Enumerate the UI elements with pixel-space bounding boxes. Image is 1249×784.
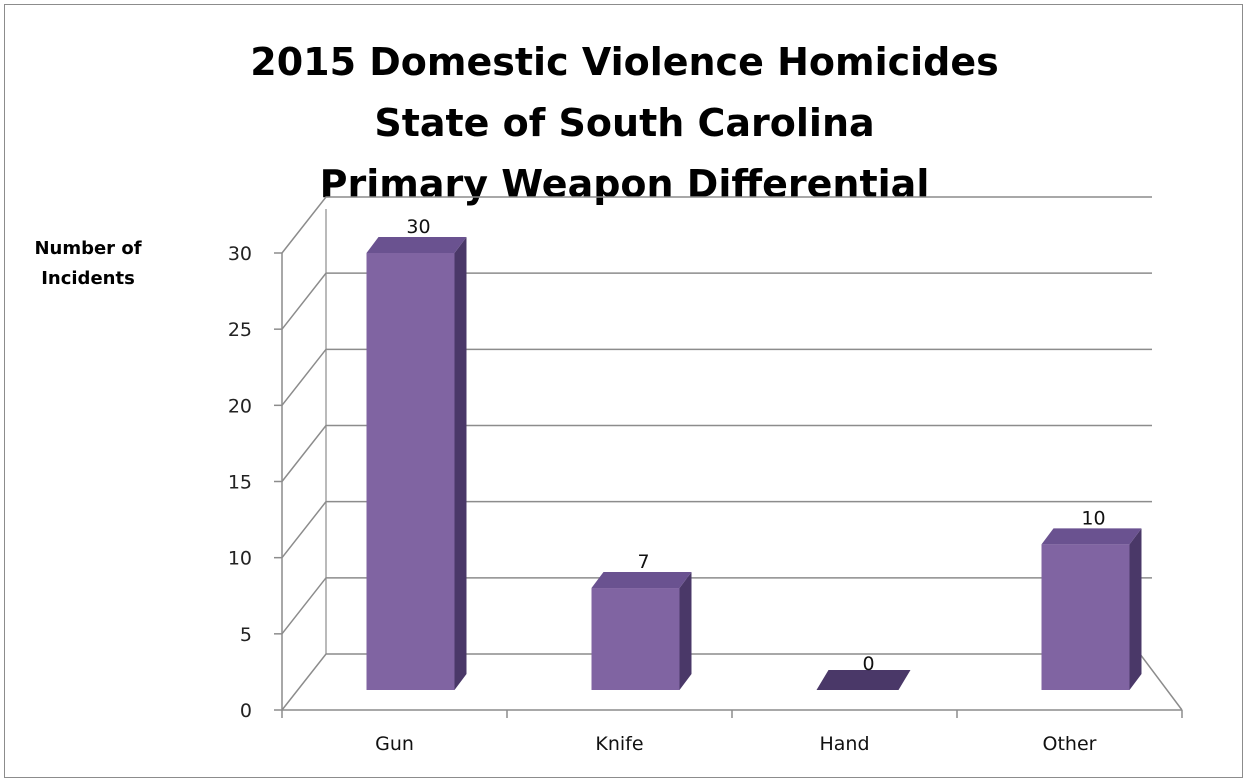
bar-other bbox=[1041, 544, 1130, 690]
bar-side-other bbox=[1129, 528, 1142, 690]
x-tick-label-knife: Knife bbox=[595, 733, 643, 755]
chart-title: 2015 Domestic Violence Homicides State o… bbox=[0, 32, 1249, 215]
labels: 0 5 10 15 20 25 30 30 Gun 7 Knife 0 Hand 10 Other bbox=[228, 216, 1106, 755]
y-axis-title-line-2: Incidents bbox=[41, 268, 135, 289]
gridline bbox=[281, 196, 1152, 254]
chart-title-line-2: State of South Carolina bbox=[374, 101, 875, 145]
y-tick-label: 25 bbox=[228, 319, 252, 341]
y-tick-label: 20 bbox=[228, 395, 252, 417]
bar-hand bbox=[816, 670, 911, 690]
y-tick-label: 15 bbox=[228, 472, 252, 494]
chart-title-line-1: 2015 Domestic Violence Homicides bbox=[250, 40, 999, 84]
data-label-gun: 30 bbox=[406, 216, 430, 238]
bars bbox=[366, 237, 1142, 690]
x-tick-label-hand: Hand bbox=[819, 733, 869, 755]
x-tick-label-gun: Gun bbox=[375, 733, 414, 755]
data-label-knife: 7 bbox=[637, 551, 649, 573]
y-axis-title-line-1: Number of bbox=[34, 238, 142, 259]
chart-frame bbox=[4, 4, 1243, 778]
axes bbox=[274, 209, 1183, 718]
bar-side-knife bbox=[679, 572, 692, 690]
bar-gun bbox=[366, 253, 455, 690]
data-label-other: 10 bbox=[1081, 507, 1105, 529]
bar-top-gun bbox=[366, 237, 467, 253]
y-axis-title: Number of Incidents bbox=[28, 234, 148, 294]
data-label-hand: 0 bbox=[862, 653, 874, 675]
y-tick-label: 30 bbox=[228, 243, 252, 265]
y-tick-label: 0 bbox=[240, 700, 252, 722]
bar-top-other bbox=[1041, 528, 1142, 545]
floor-outline bbox=[281, 653, 1183, 711]
bar-top-knife bbox=[591, 572, 692, 589]
bar-knife bbox=[591, 588, 680, 690]
y-tick-label: 10 bbox=[228, 548, 252, 570]
x-tick-label-other: Other bbox=[1043, 733, 1097, 755]
bar-side-gun bbox=[454, 237, 467, 690]
chart-title-line-3: Primary Weapon Differential bbox=[319, 162, 930, 206]
y-tick-label: 5 bbox=[240, 624, 252, 646]
